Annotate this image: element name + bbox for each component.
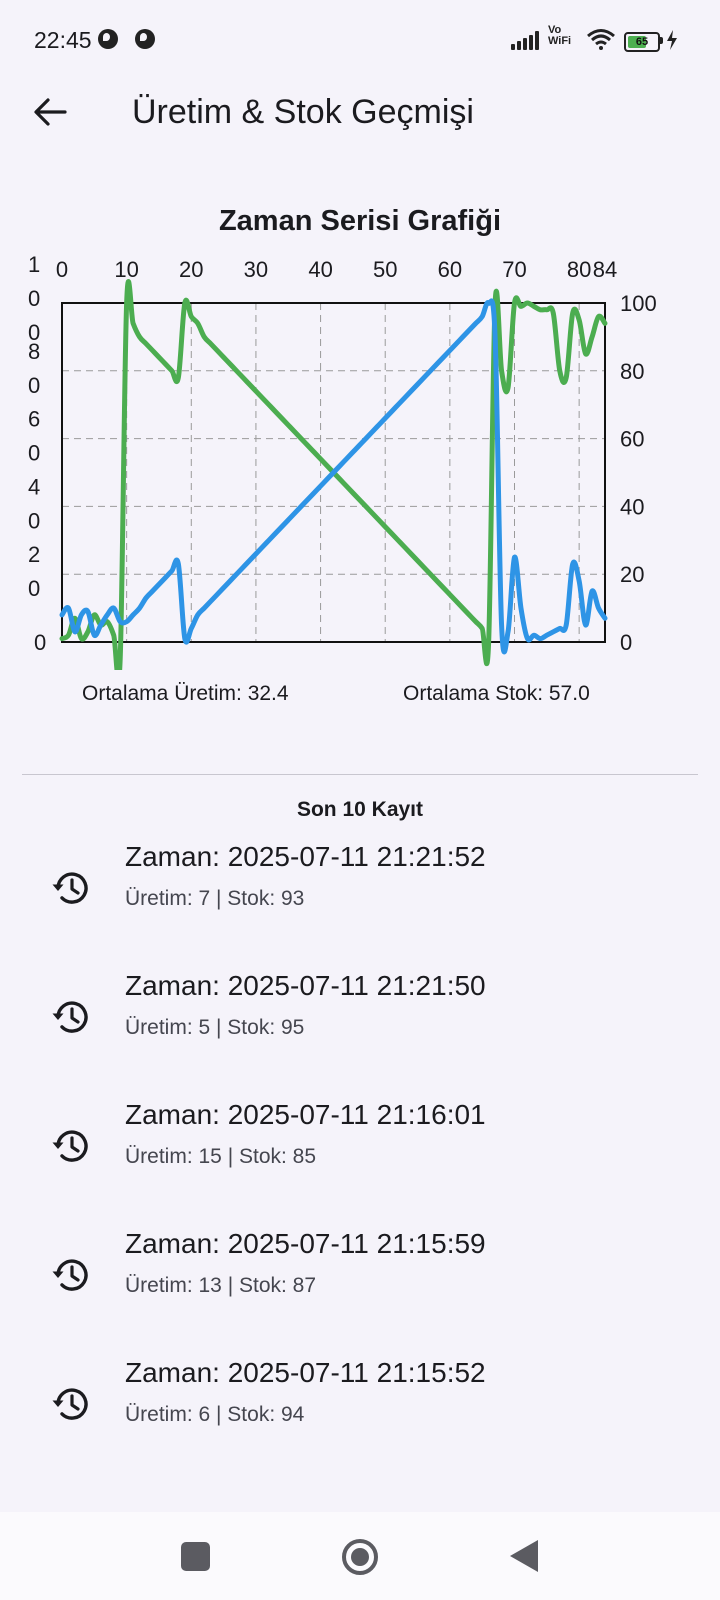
- divider: [22, 774, 698, 775]
- avg-uretim: Ortalama Üretim: 32.4: [82, 682, 289, 705]
- system-nav-bar: [0, 1512, 720, 1600]
- right-axis-tick-label: 100: [620, 291, 657, 316]
- notification-icon: [135, 29, 155, 49]
- record-time: Zaman: 2025-07-11 21:21:50: [125, 970, 486, 1001]
- record-detail: Üretim: 7 | Stok: 93: [125, 887, 305, 910]
- x-tick-label: 84: [593, 257, 617, 282]
- avg-stok: Ortalama Stok: 57.0: [403, 682, 590, 705]
- x-tick-label: 30: [244, 257, 268, 282]
- app-bar: Üretim & Stok Geçmişi: [0, 80, 720, 144]
- record-time: Zaman: 2025-07-11 21:15:52: [125, 1357, 486, 1388]
- x-tick-label: 70: [502, 257, 526, 282]
- record-time: Zaman: 2025-07-11 21:21:52: [125, 841, 486, 872]
- history-icon: [52, 1130, 88, 1162]
- battery-level: [628, 36, 647, 48]
- x-tick-label: 80: [567, 257, 591, 282]
- chart-title: Zaman Serisi Grafiği: [218, 205, 502, 237]
- record-detail: Üretim: 5 | Stok: 95: [125, 1016, 305, 1039]
- vowifi-icon: Vo WiFi: [548, 24, 572, 47]
- recents-square-icon[interactable]: [181, 1542, 210, 1571]
- right-axis-tick-label: 40: [620, 494, 644, 519]
- right-axis-tick-label: 60: [620, 427, 644, 452]
- history-icon: [52, 1001, 88, 1033]
- records-title: Son 10 Kayıt: [296, 798, 424, 821]
- battery-percent: 65: [635, 36, 649, 48]
- list-item[interactable]: Zaman: 2025-07-11 21:21:52 Üretim: 7 | S…: [0, 840, 720, 960]
- list-item[interactable]: Zaman: 2025-07-11 21:15:52 Üretim: 6 | S…: [0, 1356, 720, 1476]
- right-axis-tick-label: 80: [620, 359, 644, 384]
- x-tick-label: 40: [308, 257, 332, 282]
- right-axis-tick-label: 0: [620, 630, 632, 655]
- record-detail: Üretim: 13 | Stok: 87: [125, 1274, 317, 1297]
- back-button[interactable]: [28, 90, 72, 134]
- x-tick-label: 20: [179, 257, 203, 282]
- right-axis-tick-label: 20: [620, 562, 644, 587]
- home-circle-icon[interactable]: [342, 1539, 378, 1575]
- list-item[interactable]: Zaman: 2025-07-11 21:16:01 Üretim: 15 | …: [0, 1098, 720, 1218]
- notification-icon: [98, 29, 118, 49]
- back-triangle-icon[interactable]: [510, 1540, 538, 1572]
- status-bar: 22:45 Vo WiFi 65: [0, 0, 720, 80]
- signal-icon: [511, 30, 543, 50]
- wifi-icon: [587, 29, 615, 50]
- status-time: 22:45: [34, 27, 92, 53]
- battery-cap: [660, 37, 663, 44]
- list-item[interactable]: Zaman: 2025-07-11 21:15:59 Üretim: 13 | …: [0, 1227, 720, 1347]
- charging-icon: [667, 30, 677, 50]
- history-icon: [52, 872, 88, 904]
- record-time: Zaman: 2025-07-11 21:16:01: [125, 1099, 486, 1130]
- list-item[interactable]: Zaman: 2025-07-11 21:21:50 Üretim: 5 | S…: [0, 969, 720, 1089]
- record-detail: Üretim: 6 | Stok: 94: [125, 1403, 305, 1426]
- plot-frame: [61, 302, 606, 643]
- x-tick-label: 0: [56, 257, 68, 282]
- series-line-uretim: [59, 298, 608, 655]
- x-tick-label: 50: [373, 257, 397, 282]
- left-axis-tick-label: 0: [34, 630, 46, 655]
- record-time: Zaman: 2025-07-11 21:15:59: [125, 1228, 486, 1259]
- battery-icon: 65: [624, 32, 660, 52]
- x-tick-label: 60: [438, 257, 462, 282]
- x-tick-label: 10: [114, 257, 138, 282]
- arrow-back-icon: [34, 98, 67, 126]
- history-icon: [52, 1259, 88, 1291]
- record-detail: Üretim: 15 | Stok: 85: [125, 1145, 317, 1168]
- page-title: Üretim & Stok Geçmişi: [132, 93, 474, 131]
- history-icon: [52, 1388, 88, 1420]
